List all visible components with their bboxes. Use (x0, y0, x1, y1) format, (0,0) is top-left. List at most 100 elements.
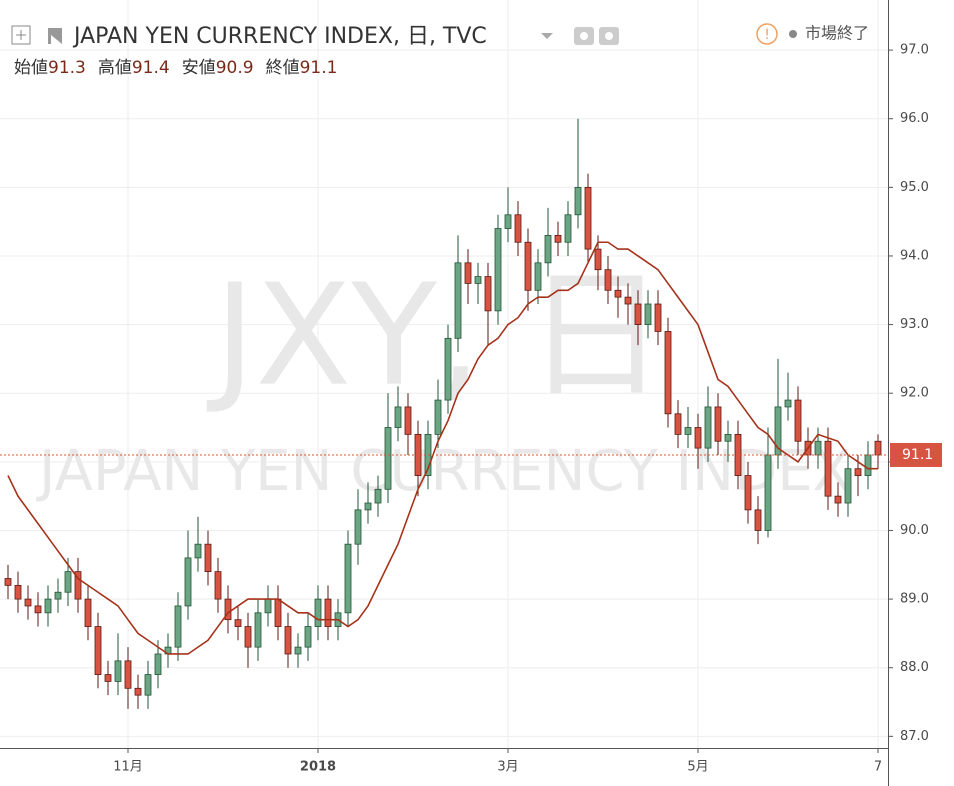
x-tick-label: 2018 (300, 760, 336, 775)
candle-body (464, 262, 472, 284)
ohlc-label: 始値 (14, 58, 48, 78)
candle-body (724, 433, 732, 442)
candle-body (624, 296, 632, 305)
candle-body (704, 406, 712, 449)
candle-body (54, 591, 62, 600)
candle-body (244, 626, 252, 648)
candle-body (644, 303, 652, 325)
candle-body (574, 186, 582, 216)
candle-body (684, 427, 692, 435)
candle-body (584, 186, 592, 250)
candle-body (864, 454, 872, 476)
candle-body (214, 571, 222, 600)
candle-body (634, 303, 642, 325)
candle-body (274, 598, 282, 627)
candle-body (744, 475, 752, 511)
y-tick-label: 96.0 (900, 111, 929, 126)
ohlc-value: 90.9 (216, 58, 254, 78)
candle-body (64, 571, 72, 593)
ohlc-label: 安値 (182, 58, 216, 78)
candle-body (4, 578, 12, 586)
grid (0, 0, 888, 748)
candle-body (224, 598, 232, 621)
candle-body (204, 543, 212, 573)
last-price-box (890, 442, 942, 467)
candle-body (714, 406, 722, 442)
candle-body (14, 584, 22, 600)
status-dot (789, 30, 797, 38)
flag-icon (48, 28, 62, 44)
dropdown-icon[interactable] (541, 33, 553, 39)
candle-body (284, 626, 292, 655)
candle-body (74, 571, 82, 600)
y-tick-label: 89.0 (900, 592, 929, 607)
ohlc-value: 91.3 (48, 58, 86, 78)
candle-body (604, 269, 612, 291)
candle-body (814, 440, 822, 456)
market-status: 市場終了 (805, 24, 869, 43)
moving-average (7, 241, 878, 655)
candle-body (374, 488, 382, 504)
candle-body (554, 234, 562, 243)
candle-body (114, 660, 122, 682)
candle-body (404, 406, 412, 435)
candle-body (384, 427, 392, 490)
candle-body (844, 468, 852, 504)
candle-body (304, 626, 312, 648)
eye-pupil (580, 32, 588, 40)
candle-body (474, 276, 482, 284)
x-tick-label: 3月 (497, 760, 518, 775)
candle-body (834, 495, 842, 504)
candle-body (674, 413, 682, 435)
candle-body (654, 303, 662, 332)
candle-body (794, 399, 802, 442)
y-tick-label: 88.0 (900, 660, 929, 675)
candle-body (664, 331, 672, 415)
candle-body (144, 674, 152, 696)
y-tick-label: 90.0 (900, 523, 929, 538)
candle-body (784, 399, 792, 408)
candle-body (44, 598, 52, 614)
candle-body (294, 646, 302, 655)
candle-body (344, 543, 352, 614)
candle-body (524, 241, 532, 291)
candle-body (154, 653, 162, 675)
candle-body (324, 598, 332, 627)
candle-body (694, 427, 702, 449)
candle-body (254, 612, 262, 648)
x-tick-label: 5月 (687, 760, 708, 775)
candle-body (104, 674, 112, 682)
x-tick-label: 11月 (113, 760, 143, 775)
plot (0, 118, 888, 709)
candle-body (764, 454, 772, 531)
candle-body (184, 557, 192, 607)
candle-body (534, 262, 542, 291)
watermark: JXY, 日 JAPAN YEN CURRENCY INDEX (36, 255, 851, 505)
candle-body (824, 440, 832, 497)
warning-mark: ! (764, 27, 770, 43)
candle-body (874, 440, 882, 456)
candle-body (84, 598, 92, 627)
candle-body (514, 214, 522, 243)
ohlc-value: 91.1 (300, 58, 338, 78)
candle-body (504, 214, 512, 229)
candle-body (314, 598, 322, 627)
candle-body (454, 262, 462, 339)
candle-body (444, 337, 452, 401)
candle-body (854, 468, 862, 476)
y-tick-label: 95.0 (900, 180, 929, 195)
ohlc-label: 終値 (266, 58, 300, 78)
warning-icon[interactable] (756, 23, 778, 45)
candle-body (434, 399, 442, 435)
gear-center (605, 32, 613, 40)
candle-body (34, 605, 42, 614)
candle-body (354, 509, 362, 545)
candle-body (394, 406, 402, 428)
candle-body (174, 605, 182, 648)
header: JAPAN YEN CURRENCY INDEX, 日, TVC ! 市場終了 … (11, 23, 869, 78)
y-tick-label: 94.0 (900, 248, 929, 263)
y-tick-label: 87.0 (900, 729, 929, 744)
candle-body (364, 502, 372, 511)
y-tick-label: 93.0 (900, 317, 929, 332)
